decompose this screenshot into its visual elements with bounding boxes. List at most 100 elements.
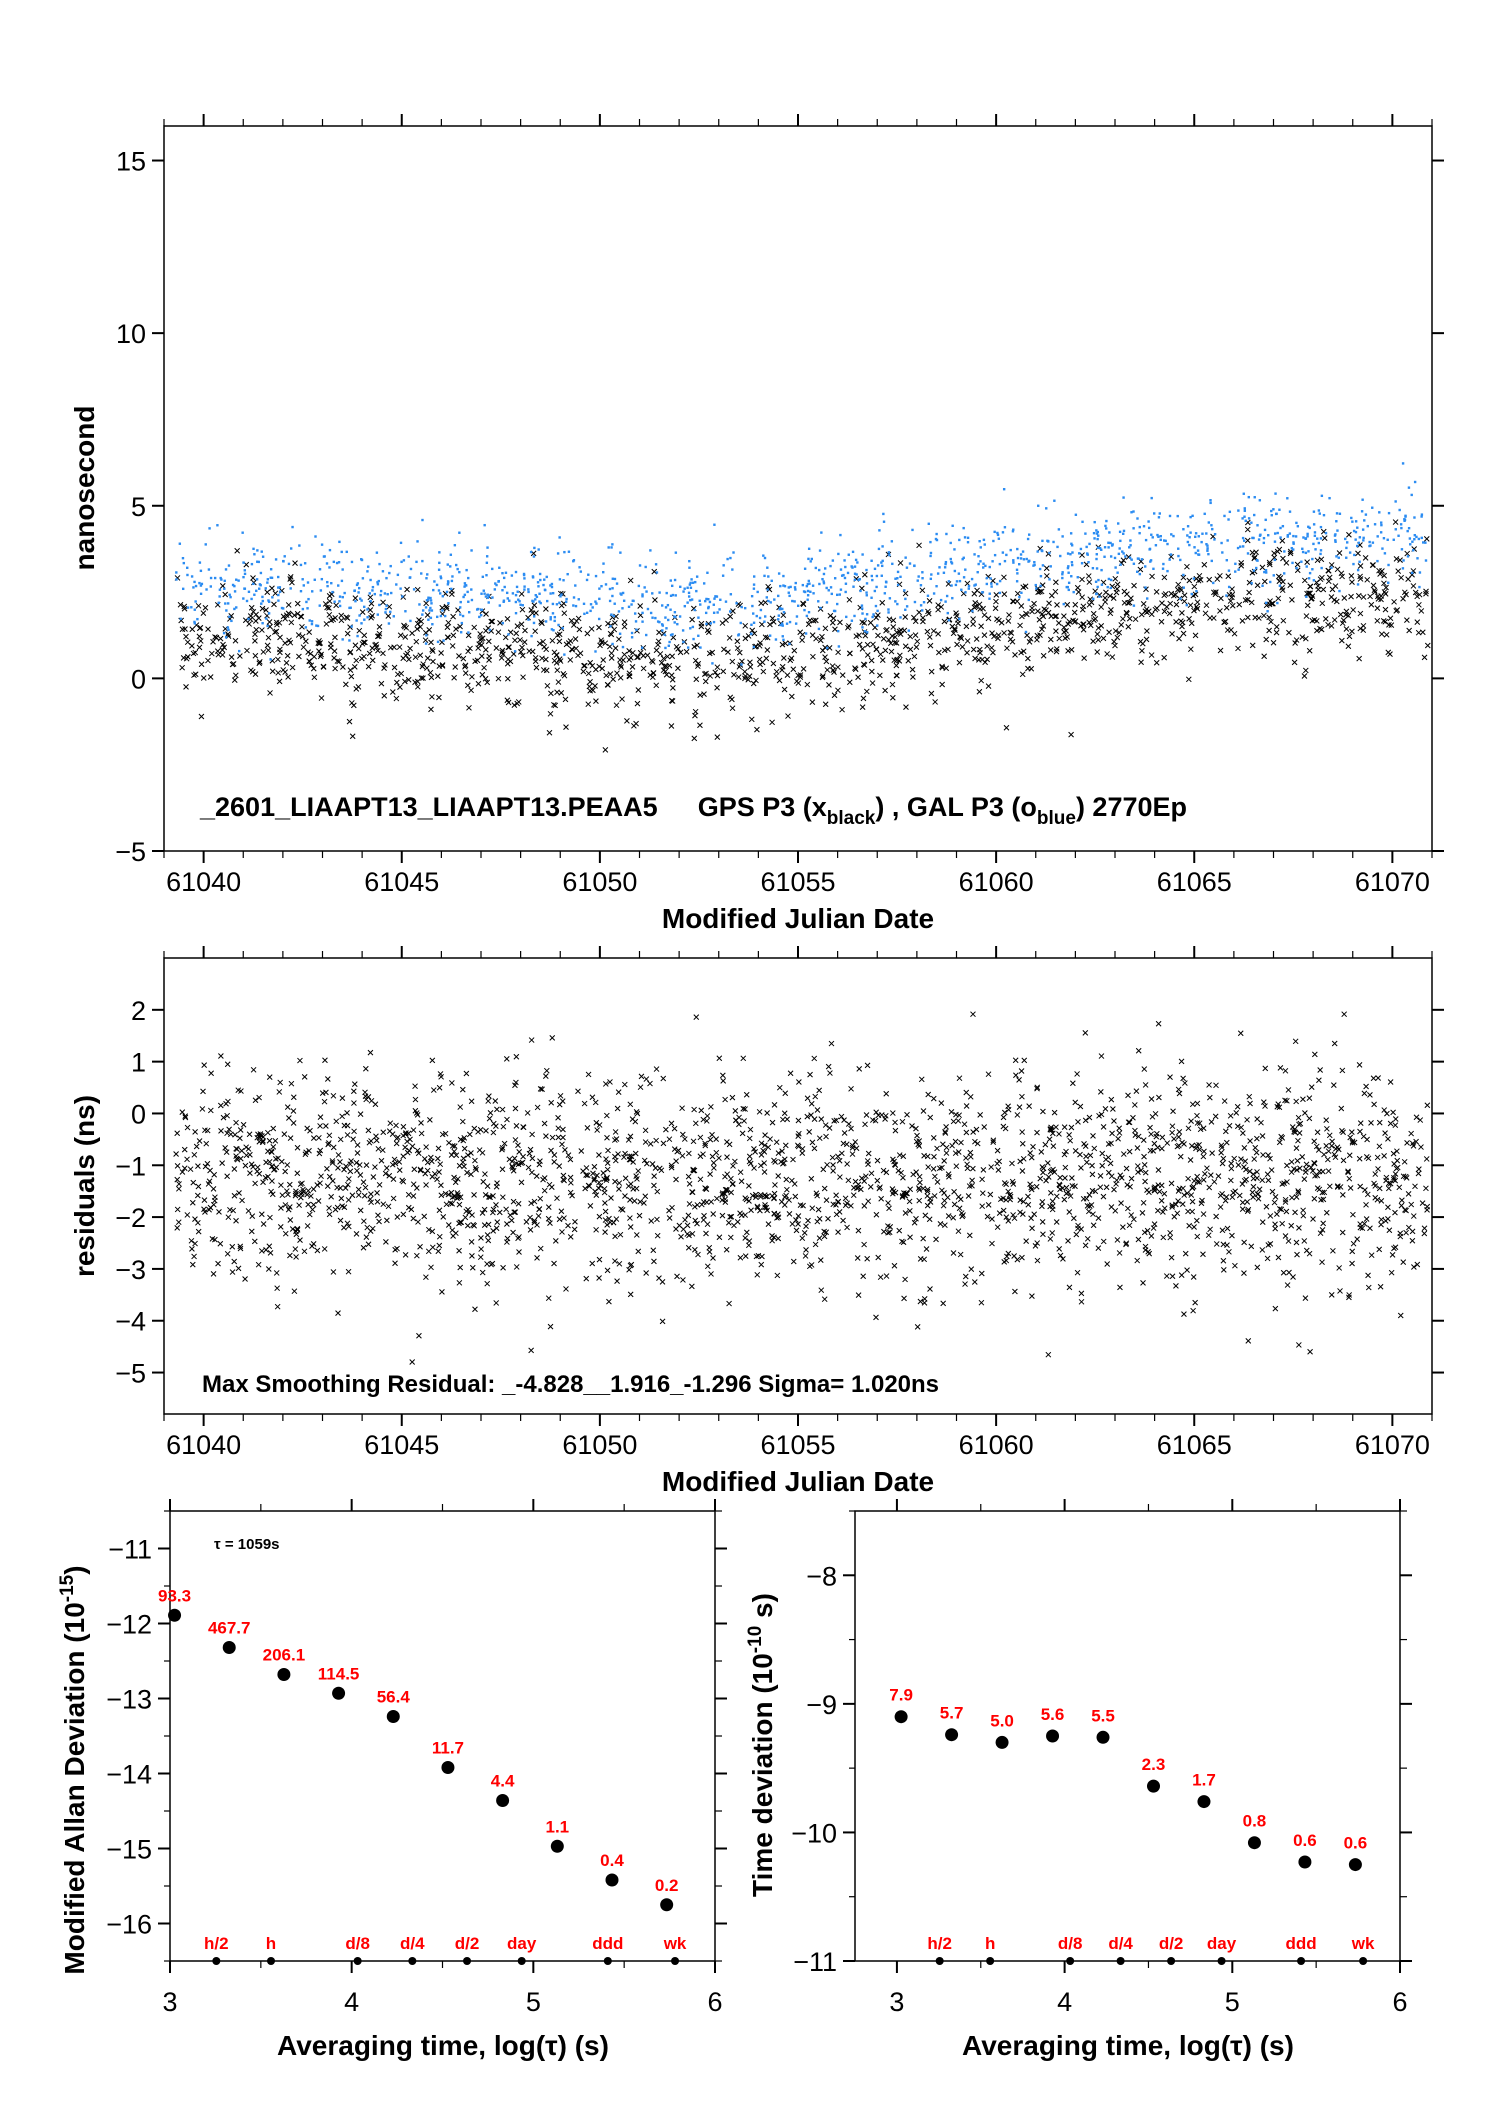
residual-point bbox=[247, 1170, 253, 1176]
residual-point bbox=[886, 1229, 893, 1236]
gal-point bbox=[479, 608, 483, 612]
gal-point bbox=[523, 585, 526, 588]
residual-point bbox=[841, 1117, 847, 1123]
residual-point bbox=[1213, 1082, 1219, 1089]
residual-point bbox=[1135, 1133, 1142, 1140]
residual-point bbox=[899, 1118, 906, 1125]
gps-point bbox=[762, 599, 769, 606]
residual-point bbox=[1320, 1220, 1327, 1227]
gal-point bbox=[447, 602, 450, 605]
gal-point bbox=[1401, 462, 1405, 465]
gps-point bbox=[553, 660, 560, 666]
gal-point bbox=[567, 550, 571, 553]
gal-point bbox=[544, 620, 548, 623]
gal-point bbox=[637, 584, 641, 588]
residual-point bbox=[1205, 1232, 1212, 1239]
residual-point bbox=[965, 1193, 972, 1199]
gal-point bbox=[1077, 552, 1081, 555]
residual-point bbox=[1328, 1291, 1335, 1298]
gal-point bbox=[1209, 501, 1212, 505]
gal-point bbox=[358, 614, 361, 617]
gps-point bbox=[588, 626, 595, 632]
gal-point bbox=[1237, 509, 1240, 512]
residual-point bbox=[1005, 1218, 1012, 1224]
residual-point bbox=[835, 1153, 841, 1160]
gps-point bbox=[824, 667, 831, 673]
residual-point bbox=[174, 1162, 181, 1169]
gps-point bbox=[1028, 665, 1035, 672]
residual-point bbox=[1083, 1159, 1090, 1166]
gps-point bbox=[1336, 550, 1343, 556]
gal-point bbox=[1094, 580, 1098, 583]
residual-point bbox=[1142, 1082, 1149, 1088]
residual-point bbox=[1134, 1145, 1141, 1151]
gal-point bbox=[951, 524, 954, 527]
gal-point bbox=[395, 583, 398, 586]
residual-point bbox=[345, 1197, 352, 1203]
gal-point bbox=[439, 592, 442, 595]
gps-point bbox=[1166, 610, 1173, 617]
residual-point bbox=[775, 1235, 782, 1242]
residual-point bbox=[782, 1090, 789, 1097]
residual-point bbox=[429, 1244, 436, 1251]
residual-point bbox=[747, 1126, 754, 1133]
top-x-tick-label: 61060 bbox=[959, 867, 1034, 897]
residual-point bbox=[635, 1168, 642, 1174]
gal-point bbox=[691, 625, 695, 629]
residual-point bbox=[350, 1088, 357, 1095]
residual-point bbox=[939, 1164, 945, 1171]
gal-point bbox=[607, 546, 610, 549]
gal-point bbox=[549, 584, 552, 587]
residual-point bbox=[464, 1169, 470, 1176]
gal-point bbox=[627, 605, 631, 609]
gps-point bbox=[1405, 576, 1411, 582]
gal-point bbox=[1334, 540, 1337, 543]
gal-point bbox=[425, 599, 429, 602]
residual-point bbox=[1200, 1177, 1207, 1183]
gal-point bbox=[486, 546, 489, 549]
residual-point bbox=[427, 1117, 433, 1123]
residual-point bbox=[1294, 1167, 1300, 1173]
gal-point bbox=[427, 618, 430, 621]
gal-point bbox=[697, 634, 700, 637]
residual-point bbox=[1259, 1219, 1266, 1225]
gps-point bbox=[539, 655, 545, 662]
residual-point bbox=[1175, 1198, 1181, 1204]
gps-point bbox=[528, 607, 535, 613]
gps-point bbox=[518, 591, 525, 597]
gal-point bbox=[1354, 520, 1358, 523]
residual-point bbox=[422, 1170, 429, 1177]
gal-point bbox=[1265, 571, 1268, 574]
gps-point bbox=[683, 648, 690, 655]
residual-point bbox=[341, 1224, 347, 1231]
residual-point bbox=[1089, 1162, 1095, 1169]
gps-point bbox=[714, 664, 721, 671]
gal-point bbox=[591, 606, 594, 609]
gal-point bbox=[913, 564, 916, 567]
gal-point bbox=[871, 578, 874, 582]
residual-point bbox=[299, 1180, 305, 1187]
gps-point bbox=[989, 630, 995, 636]
residual-point bbox=[680, 1277, 686, 1283]
residual-point bbox=[410, 1215, 417, 1222]
gal-point bbox=[962, 526, 965, 530]
residual-point bbox=[890, 1156, 896, 1163]
residual-point bbox=[390, 1195, 397, 1202]
residual-point bbox=[508, 1217, 515, 1224]
residual-point bbox=[911, 1219, 918, 1226]
gal-point bbox=[233, 584, 236, 588]
gal-point bbox=[873, 589, 877, 593]
residual-point bbox=[456, 1162, 463, 1169]
gal-point bbox=[470, 549, 473, 552]
residual-point bbox=[1300, 1096, 1306, 1103]
gps-point bbox=[1338, 637, 1345, 644]
residual-point bbox=[996, 1210, 1003, 1216]
residual-point bbox=[762, 1132, 768, 1139]
gal-point bbox=[264, 587, 267, 590]
gps-point bbox=[749, 627, 756, 634]
gal-point bbox=[1071, 563, 1074, 567]
gps-point bbox=[443, 603, 450, 610]
gps-point bbox=[445, 619, 452, 626]
gps-point bbox=[976, 656, 982, 663]
gal-point bbox=[353, 589, 356, 592]
